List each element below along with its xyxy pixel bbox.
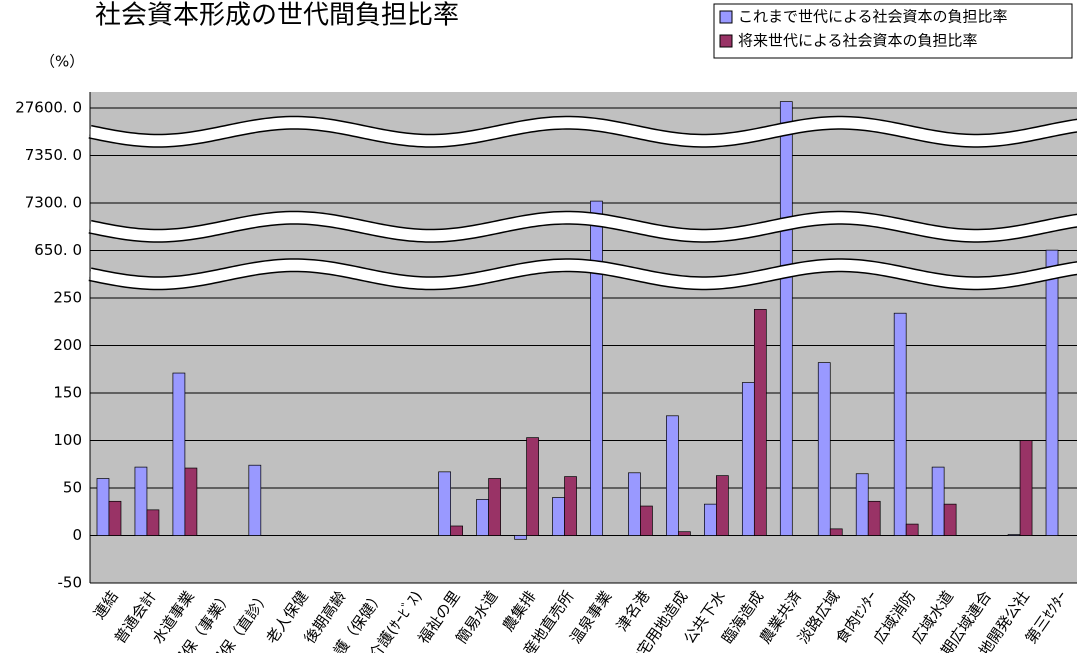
- y-tick-label: 650. 0: [34, 241, 82, 259]
- y-tick-label: 150: [53, 384, 82, 402]
- plot-area: [90, 92, 1077, 583]
- y-tick-label: 7350. 0: [25, 146, 82, 164]
- bar: [1045, 249, 1059, 536]
- bar: [855, 473, 869, 536]
- x-tick-label: 連結: [90, 588, 122, 623]
- legend-swatch: [719, 10, 733, 24]
- bar: [248, 464, 262, 536]
- bar: [628, 472, 641, 536]
- y-tick-label: 27600. 0: [15, 99, 82, 117]
- bar: [172, 372, 186, 536]
- bar: [829, 528, 843, 536]
- bar: [931, 466, 945, 536]
- chart-title: 社会資本形成の世代間負担比率: [95, 1, 459, 31]
- y-tick-label: -50: [58, 574, 83, 592]
- legend-label: 将来世代による社会資本の負担比率: [738, 32, 978, 50]
- legend-label: これまで世代による社会資本の負担比率: [738, 8, 1008, 26]
- bar: [905, 523, 919, 536]
- bar: [779, 101, 793, 536]
- bar: [438, 471, 451, 536]
- x-tick-label: 津名港: [613, 588, 654, 635]
- legend-swatch: [719, 34, 733, 48]
- bar: [552, 497, 565, 536]
- bar: [476, 499, 489, 536]
- axis-break: [88, 259, 1077, 289]
- bar: [943, 503, 957, 536]
- y-tick-label: 0: [72, 526, 82, 544]
- bar: [640, 505, 653, 536]
- bar: [488, 478, 501, 536]
- bar: [716, 475, 729, 536]
- x-tick-label: 農集排: [499, 588, 540, 635]
- bar: [1007, 534, 1021, 536]
- bar: [817, 362, 831, 536]
- bar: [678, 531, 691, 536]
- bar: [514, 535, 527, 540]
- y-tick-label: 100: [53, 431, 82, 449]
- y-unit: （%）: [40, 53, 84, 71]
- bar: [146, 509, 160, 536]
- bar: [96, 478, 110, 536]
- axis-break: [88, 212, 1077, 242]
- bar: [590, 200, 603, 536]
- bar: [134, 466, 148, 536]
- bar: [704, 503, 717, 536]
- axis-break: [88, 117, 1077, 147]
- bar: [753, 309, 767, 536]
- bar: [184, 467, 198, 536]
- bar: [666, 415, 679, 536]
- legend-box: [713, 3, 1073, 59]
- bar: [526, 437, 539, 536]
- bar: [108, 500, 122, 536]
- bar: [450, 525, 463, 536]
- bar: [564, 476, 577, 536]
- bar: [893, 312, 907, 536]
- y-tick-label: 7300. 0: [25, 194, 82, 212]
- bar: [1019, 440, 1033, 536]
- y-tick-label: 200: [53, 336, 82, 354]
- bar: [741, 382, 755, 536]
- y-tick-label: 250: [53, 289, 82, 307]
- y-tick-label: 50: [63, 479, 82, 497]
- bar: [867, 500, 881, 536]
